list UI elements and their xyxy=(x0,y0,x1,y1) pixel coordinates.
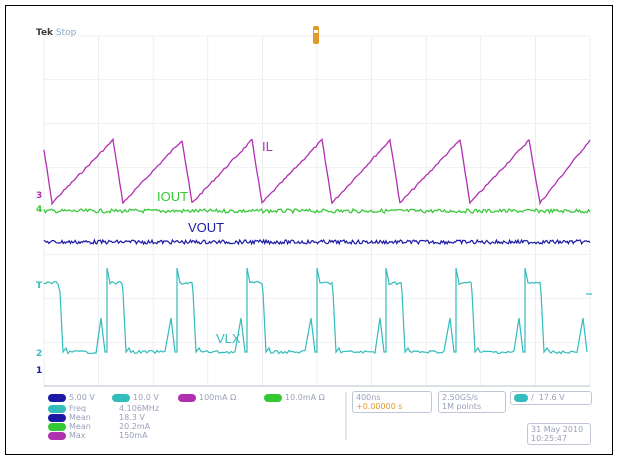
vlx-trace xyxy=(43,267,588,355)
sample-rate-readout: 2.50GS/s xyxy=(442,393,478,402)
trigger-level-marker[interactable]: T xyxy=(36,281,43,291)
ch4-scale-readout[interactable]: 10.0mA Ω xyxy=(264,393,325,402)
trigger-box[interactable]: 2/ 17.6 V xyxy=(510,391,592,405)
iout-label: IOUT xyxy=(157,189,189,204)
brand-logo: Tek xyxy=(36,28,54,38)
vout-label: VOUT xyxy=(188,220,225,235)
acquisition-status: Stop xyxy=(55,28,77,38)
time-readout: 10:25:47 xyxy=(531,434,567,443)
timebase-readout: 400ns xyxy=(356,393,381,402)
record-length-readout: 1M points xyxy=(442,402,482,411)
iout-trace xyxy=(43,207,591,215)
il-label: IL xyxy=(262,139,273,154)
timebase-box[interactable]: 400ns +0.00000 s xyxy=(352,391,432,413)
measurement-row: Mean 20.2mA xyxy=(48,422,150,431)
vlx-label: VLX xyxy=(216,331,241,346)
vout-trace xyxy=(43,238,591,246)
datetime-box: 31 May 2010 10:25:47 xyxy=(527,423,591,445)
ch1-scale-readout[interactable]: 5.00 V xyxy=(48,393,95,402)
trigger-readout: 2/ 17.6 V xyxy=(514,393,565,402)
ch3-scale-readout[interactable]: 100mA Ω xyxy=(178,393,236,402)
trigger-position-marker[interactable] xyxy=(313,26,319,44)
ch1-ground-marker[interactable]: 1 xyxy=(36,366,43,376)
ch2-ground-marker[interactable]: 2 xyxy=(36,349,43,359)
date-readout: 31 May 2010 xyxy=(531,425,584,434)
measurement-row: Freq 4.106MHz xyxy=(48,404,159,413)
measurement-row: Mean 18.3 V xyxy=(48,413,145,422)
ch3-ground-marker[interactable]: 3 xyxy=(36,191,43,201)
status-header: Tek Stop xyxy=(36,28,76,38)
measurement-row: Max 150mA xyxy=(48,431,148,440)
acquisition-box[interactable]: 2.50GS/s 1M points xyxy=(438,391,506,413)
ch4-ground-marker[interactable]: 4 xyxy=(36,205,43,215)
trigger-source-badge xyxy=(514,393,528,402)
ch2-scale-readout[interactable]: 10.0 V xyxy=(112,393,159,402)
il-trace xyxy=(43,137,591,206)
trigger-position-readout: +0.00000 s xyxy=(356,402,403,411)
